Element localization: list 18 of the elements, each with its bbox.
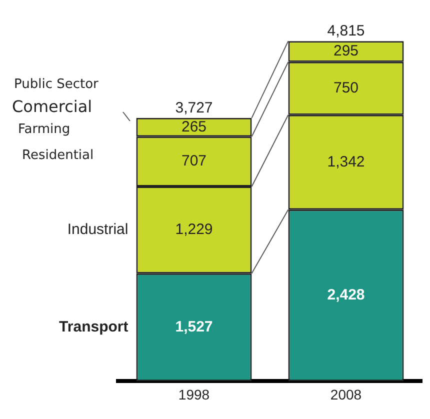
data-label: 265 bbox=[181, 118, 207, 136]
text: Residential bbox=[22, 148, 94, 164]
series-label: Industrial bbox=[67, 221, 128, 238]
text: Public Sector bbox=[14, 77, 100, 92]
data-label: 1,527 bbox=[175, 318, 213, 336]
text: Farming bbox=[18, 122, 70, 138]
series-label: Transport bbox=[59, 318, 128, 336]
data-label: 707 bbox=[181, 152, 207, 170]
text: Comercial bbox=[12, 97, 92, 116]
x-tick-label: 1998 bbox=[178, 386, 210, 402]
total-label: 4,815 bbox=[327, 22, 365, 40]
data-label: 1,229 bbox=[175, 221, 213, 238]
data-label: 295 bbox=[333, 42, 359, 60]
data-label: 1,342 bbox=[327, 153, 365, 170]
data-label: 750 bbox=[333, 80, 359, 97]
data-label: 2,428 bbox=[327, 286, 365, 304]
x-tick-label: 2008 bbox=[330, 386, 362, 402]
total-label: 3,727 bbox=[175, 99, 213, 116]
